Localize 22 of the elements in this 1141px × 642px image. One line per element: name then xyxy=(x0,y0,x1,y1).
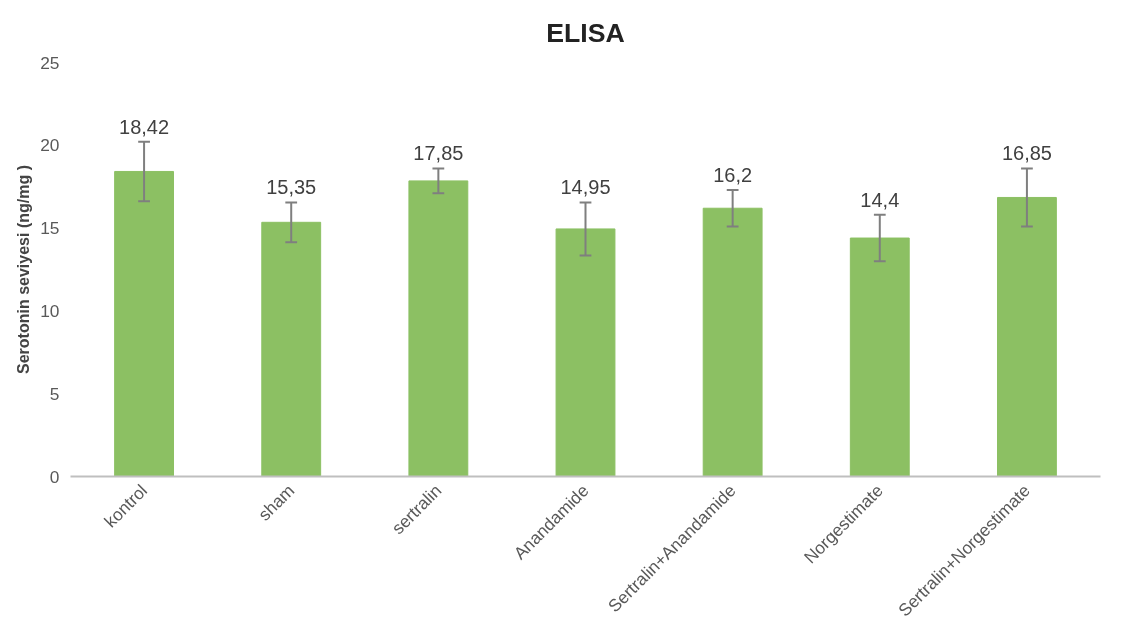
data-label: 14,4 xyxy=(860,188,900,211)
y-tick-label: 5 xyxy=(49,383,60,404)
data-label: 16,85 xyxy=(1001,142,1052,165)
bar xyxy=(114,170,174,477)
bar xyxy=(849,237,910,477)
y-tick-label: 15 xyxy=(40,218,60,239)
data-label: 14,95 xyxy=(560,176,611,199)
chart-title: ELISA xyxy=(546,17,625,48)
bar xyxy=(261,221,322,477)
y-axis-title: Serotonin seviyesi (ng/mg ) xyxy=(15,165,33,374)
bar xyxy=(555,228,616,477)
y-tick-label: 10 xyxy=(40,300,60,321)
data-label: 18,42 xyxy=(119,115,170,138)
y-tick-label: 0 xyxy=(49,466,60,487)
data-label: 16,2 xyxy=(713,164,753,187)
y-tick-label: 25 xyxy=(40,52,60,73)
y-tick-label: 20 xyxy=(40,135,60,156)
data-label: 15,35 xyxy=(266,176,317,199)
bar xyxy=(408,180,469,477)
bar xyxy=(702,207,763,477)
bar xyxy=(997,196,1057,477)
data-label: 17,85 xyxy=(413,142,464,165)
